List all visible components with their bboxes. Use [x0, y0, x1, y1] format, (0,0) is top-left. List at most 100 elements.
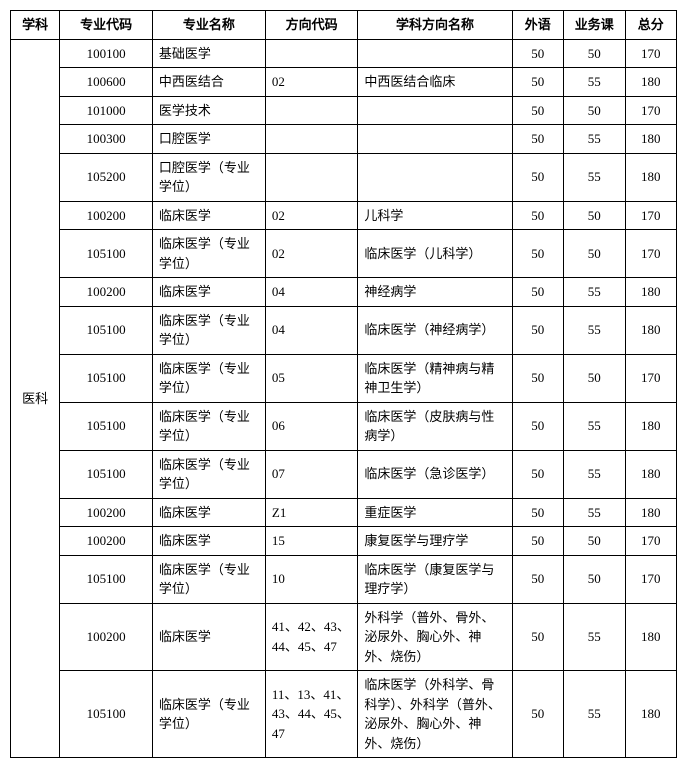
- total-cell: 180: [625, 671, 676, 758]
- course-cell: 55: [563, 68, 625, 97]
- dir-code-cell: 04: [265, 306, 358, 354]
- major-code-cell: 105100: [60, 671, 153, 758]
- course-cell: 55: [563, 498, 625, 527]
- table-row: 105100临床医学（专业学位）06临床医学（皮肤病与性病学）5055180: [11, 402, 677, 450]
- dir-code-cell: 10: [265, 555, 358, 603]
- total-cell: 170: [625, 96, 676, 125]
- course-cell: 50: [563, 230, 625, 278]
- dir-name-cell: 儿科学: [358, 201, 512, 230]
- total-cell: 170: [625, 201, 676, 230]
- major-code-cell: 105100: [60, 402, 153, 450]
- lang-cell: 50: [512, 555, 563, 603]
- dir-code-cell: 04: [265, 278, 358, 307]
- table-row: 105200口腔医学（专业学位）5055180: [11, 153, 677, 201]
- header-row: 学科 专业代码 专业名称 方向代码 学科方向名称 外语 业务课 总分: [11, 11, 677, 40]
- major-name-cell: 临床医学（专业学位）: [152, 671, 265, 758]
- table-row: 101000医学技术5050170: [11, 96, 677, 125]
- course-cell: 50: [563, 201, 625, 230]
- major-code-cell: 105100: [60, 230, 153, 278]
- dir-name-cell: 临床医学（儿科学）: [358, 230, 512, 278]
- major-code-cell: 105100: [60, 555, 153, 603]
- col-dir-name: 学科方向名称: [358, 11, 512, 40]
- course-cell: 55: [563, 278, 625, 307]
- lang-cell: 50: [512, 68, 563, 97]
- major-code-cell: 100100: [60, 39, 153, 68]
- dir-name-cell: 重症医学: [358, 498, 512, 527]
- dir-code-cell: [265, 153, 358, 201]
- col-subject: 学科: [11, 11, 60, 40]
- major-code-cell: 105100: [60, 306, 153, 354]
- dir-name-cell: 临床医学（神经病学）: [358, 306, 512, 354]
- lang-cell: 50: [512, 278, 563, 307]
- major-name-cell: 口腔医学（专业学位）: [152, 153, 265, 201]
- dir-name-cell: [358, 96, 512, 125]
- major-name-cell: 临床医学（专业学位）: [152, 402, 265, 450]
- dir-name-cell: 中西医结合临床: [358, 68, 512, 97]
- dir-code-cell: 11、13、41、43、44、45、47: [265, 671, 358, 758]
- table-row: 100300口腔医学5055180: [11, 125, 677, 154]
- table-row: 105100临床医学（专业学位）05临床医学（精神病与精神卫生学）5050170: [11, 354, 677, 402]
- total-cell: 180: [625, 498, 676, 527]
- major-name-cell: 中西医结合: [152, 68, 265, 97]
- major-code-cell: 100600: [60, 68, 153, 97]
- dir-code-cell: 02: [265, 230, 358, 278]
- major-code-cell: 100200: [60, 603, 153, 671]
- major-name-cell: 口腔医学: [152, 125, 265, 154]
- major-name-cell: 临床医学: [152, 201, 265, 230]
- dir-code-cell: 06: [265, 402, 358, 450]
- table-row: 105100临床医学（专业学位）07临床医学（急诊医学）5055180: [11, 450, 677, 498]
- table-row: 100200临床医学Z1重症医学5055180: [11, 498, 677, 527]
- major-code-cell: 100200: [60, 527, 153, 556]
- major-name-cell: 临床医学（专业学位）: [152, 306, 265, 354]
- dir-name-cell: [358, 125, 512, 154]
- major-name-cell: 临床医学: [152, 527, 265, 556]
- major-code-cell: 105200: [60, 153, 153, 201]
- major-code-cell: 105100: [60, 450, 153, 498]
- major-name-cell: 临床医学: [152, 603, 265, 671]
- lang-cell: 50: [512, 450, 563, 498]
- dir-name-cell: 临床医学（皮肤病与性病学）: [358, 402, 512, 450]
- course-cell: 50: [563, 96, 625, 125]
- total-cell: 170: [625, 354, 676, 402]
- course-cell: 50: [563, 555, 625, 603]
- course-cell: 55: [563, 402, 625, 450]
- course-cell: 55: [563, 153, 625, 201]
- major-name-cell: 临床医学（专业学位）: [152, 555, 265, 603]
- lang-cell: 50: [512, 671, 563, 758]
- lang-cell: 50: [512, 354, 563, 402]
- major-name-cell: 临床医学（专业学位）: [152, 354, 265, 402]
- col-lang: 外语: [512, 11, 563, 40]
- table-row: 100200临床医学41、42、43、44、45、47外科学（普外、骨外、泌尿外…: [11, 603, 677, 671]
- dir-name-cell: 临床医学（急诊医学）: [358, 450, 512, 498]
- major-name-cell: 临床医学: [152, 498, 265, 527]
- total-cell: 180: [625, 278, 676, 307]
- col-major-code: 专业代码: [60, 11, 153, 40]
- total-cell: 170: [625, 527, 676, 556]
- major-code-cell: 100300: [60, 125, 153, 154]
- table-body: 医科100100基础医学5050170100600中西医结合02中西医结合临床5…: [11, 39, 677, 758]
- lang-cell: 50: [512, 230, 563, 278]
- dir-name-cell: 临床医学（康复医学与理疗学）: [358, 555, 512, 603]
- lang-cell: 50: [512, 498, 563, 527]
- major-name-cell: 基础医学: [152, 39, 265, 68]
- major-code-cell: 100200: [60, 498, 153, 527]
- col-course: 业务课: [563, 11, 625, 40]
- table-row: 105100临床医学（专业学位）10临床医学（康复医学与理疗学）5050170: [11, 555, 677, 603]
- major-name-cell: 临床医学: [152, 278, 265, 307]
- dir-code-cell: [265, 39, 358, 68]
- dir-code-cell: Z1: [265, 498, 358, 527]
- major-name-cell: 临床医学（专业学位）: [152, 230, 265, 278]
- total-cell: 170: [625, 555, 676, 603]
- course-cell: 50: [563, 354, 625, 402]
- total-cell: 170: [625, 230, 676, 278]
- table-row: 医科100100基础医学5050170: [11, 39, 677, 68]
- dir-name-cell: 临床医学（精神病与精神卫生学）: [358, 354, 512, 402]
- lang-cell: 50: [512, 39, 563, 68]
- dir-name-cell: 外科学（普外、骨外、泌尿外、胸心外、神外、烧伤）: [358, 603, 512, 671]
- table-row: 100600中西医结合02中西医结合临床5055180: [11, 68, 677, 97]
- lang-cell: 50: [512, 603, 563, 671]
- major-code-cell: 100200: [60, 278, 153, 307]
- subject-cell: 医科: [11, 39, 60, 758]
- admission-table: 学科 专业代码 专业名称 方向代码 学科方向名称 外语 业务课 总分 医科100…: [10, 10, 677, 758]
- col-major-name: 专业名称: [152, 11, 265, 40]
